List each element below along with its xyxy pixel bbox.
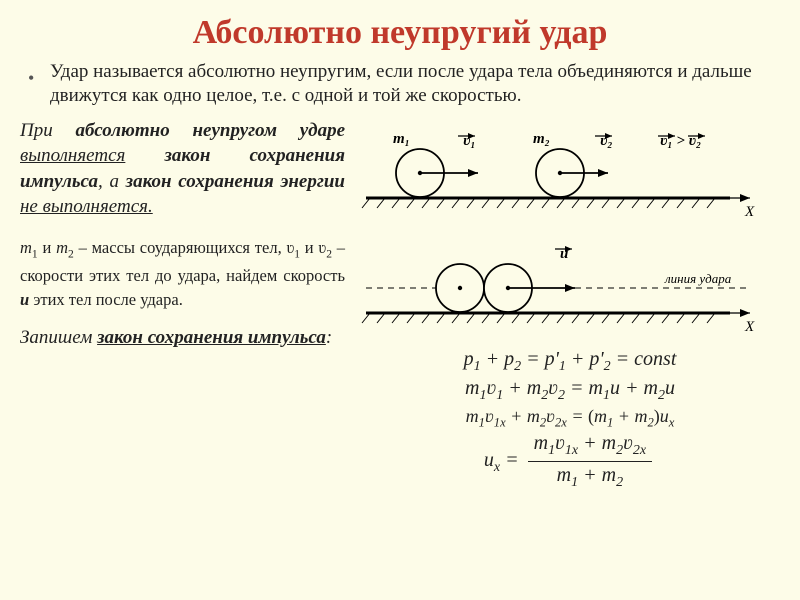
content-row: При абсолютно неупругом ударе выполняетс… [0,118,800,494]
collision-diagram: X m₁ ʋ₁ m₂ ʋ₂ ʋ₁ > ʋ₂ [360,118,760,333]
eq-ux-result: ux = m1ʋ1x + m2ʋ2x m1 + m2 [360,432,780,491]
intro-text: Удар называется абсолютно неупругим, есл… [50,61,752,106]
eq-mv-expanded: m1ʋ1 + m2ʋ2 = m1u + m2u [360,377,780,404]
masses-paragraph: m1 и m2 – массы соударяющихся тел, ʋ1 и … [20,236,345,327]
slide-title: Абсолютно неупругий удар [0,0,800,60]
axis-x-bottom: X [744,319,755,333]
label-impact-line: линия удара [664,271,732,286]
eq-projection: m1ʋ1x + m2ʋ2x = (m1 + m2)ux [360,406,780,431]
axis-x-top: X [744,204,755,220]
law-paragraph: При абсолютно неупругом ударе выполняетс… [20,118,345,237]
left-column: При абсолютно неупругом ударе выполняетс… [20,118,360,494]
label-m2: m₂ [533,131,550,147]
intro-paragraph: • Удар называется абсолютно неупругим, е… [0,60,800,118]
eq-momentum-conservation: p1 + p2 = p'1 + p'2 = const [360,348,780,375]
equations-block: p1 + p2 = p'1 + p'2 = const m1ʋ1 + m2ʋ2 … [360,338,780,492]
bullet-icon: • [28,67,34,90]
right-column: X m₁ ʋ₁ m₂ ʋ₂ ʋ₁ > ʋ₂ [360,118,780,494]
label-m1: m₁ [393,131,410,147]
write-law-paragraph: Запишем закон сохранения импульса: [20,327,345,349]
